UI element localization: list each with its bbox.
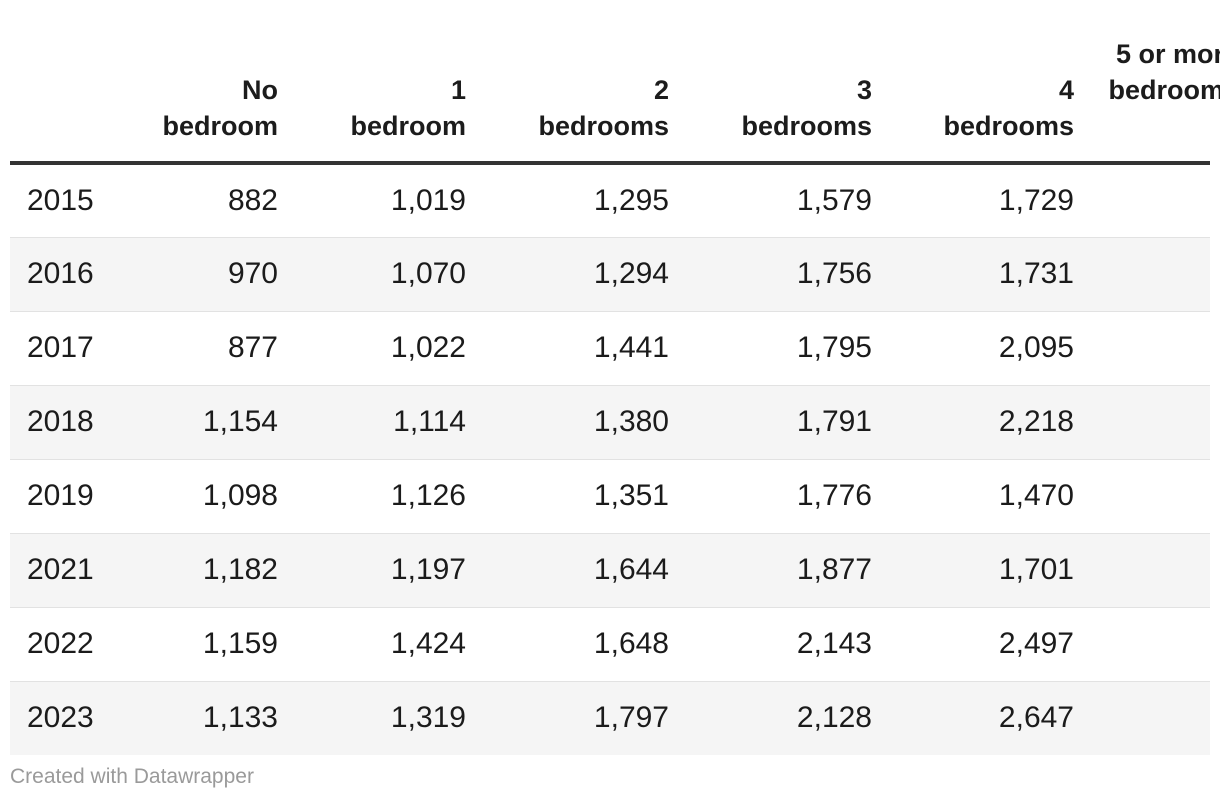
table-header: No bedroom 1 bedroom 2 bedrooms 3 bedroo… — [10, 0, 1220, 165]
value-cell: 1,470 — [998, 479, 1074, 512]
value-cell: 2,095 — [998, 331, 1074, 364]
value-cell: 2,128 — [796, 701, 872, 735]
value-cell: 1,070 — [390, 257, 466, 290]
value-cell: 1,351 — [593, 479, 669, 512]
year-cell: 2019 — [27, 479, 94, 512]
table-row-2018: 2018 1,154 1,114 1,380 1,791 2,218 — [10, 385, 1210, 459]
header-4-bedrooms: 4 bedrooms — [872, 0, 1074, 165]
value-cell: 1,294 — [593, 257, 669, 290]
value-cell: 2,497 — [998, 627, 1074, 660]
value-cell: 1,441 — [593, 331, 669, 364]
table-row-2015: 2015 882 1,019 1,295 1,579 1,729 — [10, 163, 1210, 237]
value-cell: 1,098 — [202, 479, 278, 512]
value-cell-clipped — [1074, 311, 1210, 385]
table-row-2022: 2022 1,159 1,424 1,648 2,143 2,497 — [10, 607, 1210, 681]
value-cell: 1,019 — [390, 183, 466, 217]
value-cell: 1,126 — [390, 479, 466, 512]
value-cell: 1,114 — [393, 405, 466, 438]
year-cell: 2016 — [27, 257, 94, 290]
value-cell: 1,295 — [593, 183, 669, 217]
header-year — [10, 0, 130, 165]
header-5-or-more-bedrooms: 5 or more bedrooms — [1074, 0, 1220, 165]
year-cell: 2017 — [27, 331, 94, 364]
datawrapper-credit-link[interactable]: Created with Datawrapper — [10, 765, 254, 788]
header-row: No bedroom 1 bedroom 2 bedrooms 3 bedroo… — [10, 0, 1220, 165]
value-cell-clipped — [1074, 163, 1210, 237]
value-cell: 1,319 — [390, 701, 466, 735]
table-row-2019: 2019 1,098 1,126 1,351 1,776 1,470 — [10, 459, 1210, 533]
value-cell: 1,791 — [796, 405, 872, 438]
table-row-2017: 2017 877 1,022 1,441 1,795 2,095 — [10, 311, 1210, 385]
value-cell: 1,701 — [998, 553, 1074, 586]
table-row-2016: 2016 970 1,070 1,294 1,756 1,731 — [10, 237, 1210, 311]
bedrooms-by-year-table: No bedroom 1 bedroom 2 bedrooms 3 bedroo… — [10, 0, 1220, 755]
value-cell: 1,182 — [202, 553, 278, 586]
value-cell: 1,648 — [593, 627, 669, 660]
value-cell: 1,380 — [593, 405, 669, 438]
table-row-2023: 2023 1,133 1,319 1,797 2,128 2,647 — [10, 681, 1210, 755]
year-cell: 2023 — [27, 701, 94, 735]
value-cell-clipped — [1074, 607, 1210, 681]
value-cell: 1,731 — [998, 257, 1074, 290]
value-cell: 1,424 — [390, 627, 466, 660]
value-cell: 970 — [227, 257, 278, 290]
value-cell: 2,218 — [998, 405, 1074, 438]
value-cell: 1,776 — [796, 479, 872, 512]
value-cell: 1,797 — [593, 701, 669, 735]
table-row-2021: 2021 1,182 1,197 1,644 1,877 1,701 — [10, 533, 1210, 607]
value-cell-clipped — [1074, 385, 1210, 459]
value-cell: 1,644 — [593, 553, 669, 586]
value-cell: 1,756 — [796, 257, 872, 290]
value-cell: 877 — [227, 331, 278, 364]
value-cell: 882 — [227, 183, 278, 217]
value-cell: 1,022 — [390, 331, 466, 364]
value-cell: 2,647 — [998, 701, 1074, 735]
value-cell-clipped — [1074, 237, 1210, 311]
year-cell: 2021 — [27, 553, 94, 586]
value-cell-clipped — [1074, 681, 1210, 755]
value-cell: 1,154 — [202, 405, 278, 438]
value-cell: 1,795 — [796, 331, 872, 364]
header-3-bedrooms: 3 bedrooms — [669, 0, 872, 165]
year-cell: 2022 — [27, 627, 94, 660]
value-cell: 1,729 — [998, 183, 1074, 217]
value-cell: 1,159 — [202, 627, 278, 660]
year-cell: 2015 — [27, 183, 94, 217]
data-table-container: No bedroom 1 bedroom 2 bedrooms 3 bedroo… — [10, 0, 1220, 755]
value-cell-clipped — [1074, 459, 1210, 533]
value-cell: 2,143 — [796, 627, 872, 660]
year-cell: 2018 — [27, 405, 94, 438]
table-body: 2015 882 1,019 1,295 1,579 1,729 2016 97… — [10, 163, 1210, 755]
value-cell: 1,877 — [796, 553, 872, 586]
header-5-or-more-bedrooms-label: 5 or more bedrooms — [1108, 39, 1220, 105]
value-cell: 1,197 — [390, 553, 466, 586]
header-2-bedrooms: 2 bedrooms — [466, 0, 669, 165]
header-1-bedroom: 1 bedroom — [278, 0, 466, 165]
value-cell-clipped — [1074, 533, 1210, 607]
header-no-bedroom: No bedroom — [130, 0, 278, 165]
value-cell: 1,133 — [202, 701, 278, 735]
value-cell: 1,579 — [796, 183, 872, 217]
